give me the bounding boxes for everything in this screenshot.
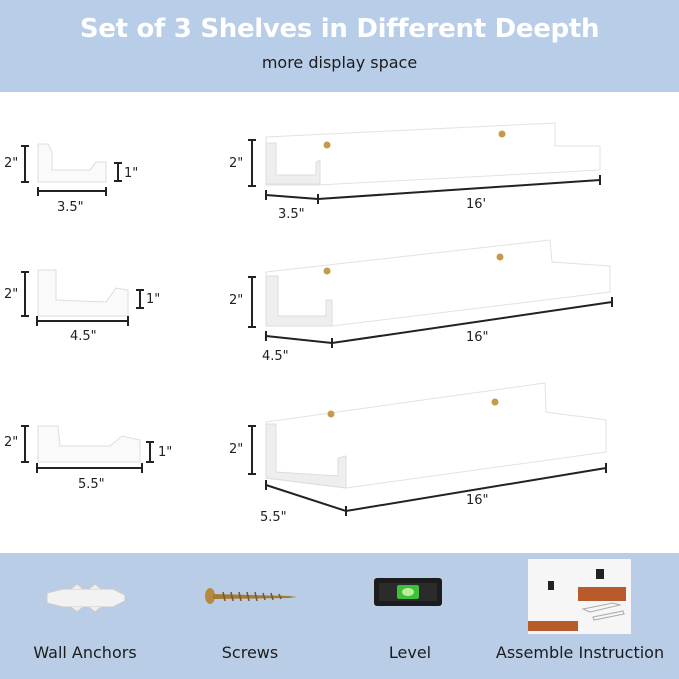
shelf-2-height: 2" <box>4 287 18 302</box>
shelf-dimensions-panel: 2" 1" 3.5" 2" 1" 4.5" 2" 1" 5.5" 2" 3.5"… <box>0 92 679 553</box>
shelf-3-image <box>248 382 607 516</box>
accessory-level: Level <box>335 553 485 679</box>
shelf-1-lip: 1" <box>124 166 138 181</box>
shelf-1-big-depth: 3.5" <box>278 207 305 222</box>
mounting-holes <box>323 130 506 418</box>
screw-icon <box>205 588 297 604</box>
shelf-2-length: 16" <box>466 330 489 345</box>
accessory-label: Wall Anchors <box>33 643 137 662</box>
shelf-2-big-height: 2" <box>229 293 243 308</box>
shelf-3-profile <box>21 425 154 473</box>
shelf-2-image <box>248 239 613 348</box>
shelf-2-lip: 1" <box>146 292 160 307</box>
shelf-3-height: 2" <box>4 435 18 450</box>
shelf-1-profile <box>21 143 122 196</box>
shelf-1-image <box>248 122 601 204</box>
shelf-1-depth: 3.5" <box>57 200 84 215</box>
shelf-1-height: 2" <box>4 156 18 171</box>
accessory-label: Assemble Instruction <box>495 643 665 662</box>
header-banner: Set of 3 Shelves in Different Deepth mor… <box>0 0 679 92</box>
wall-anchor-icon <box>46 583 126 613</box>
shelf-diagram: 2" 1" 3.5" 2" 1" 4.5" 2" 1" 5.5" 2" 3.5"… <box>4 122 613 525</box>
page-title: Set of 3 Shelves in Different Deepth <box>79 14 600 44</box>
shelf-1-big-height: 2" <box>229 156 243 171</box>
page-subtitle: more display space <box>261 53 418 72</box>
accessory-screws: Screws <box>175 553 325 679</box>
shelf-3-depth: 5.5" <box>78 477 105 492</box>
accessory-assemble-instruction: Assemble Instruction <box>485 553 675 679</box>
shelf-2-depth: 4.5" <box>70 329 97 344</box>
level-icon <box>374 578 442 606</box>
instruction-manual-icon <box>528 559 631 634</box>
shelf-3-big-height: 2" <box>229 442 243 457</box>
accessory-label: Screws <box>221 643 279 662</box>
shelf-2-big-depth: 4.5" <box>262 349 289 364</box>
shelf-1-length: 16' <box>466 197 486 212</box>
shelf-3-lip: 1" <box>158 445 172 460</box>
shelf-3-big-depth: 5.5" <box>260 510 287 525</box>
accessories-panel: Wall Anchors Screws Level Assemble Instr… <box>0 553 679 679</box>
shelf-3-length: 16" <box>466 493 489 508</box>
shelf-2-profile <box>21 269 144 326</box>
accessory-wall-anchors: Wall Anchors <box>10 553 160 679</box>
accessory-label: Level <box>388 643 432 662</box>
